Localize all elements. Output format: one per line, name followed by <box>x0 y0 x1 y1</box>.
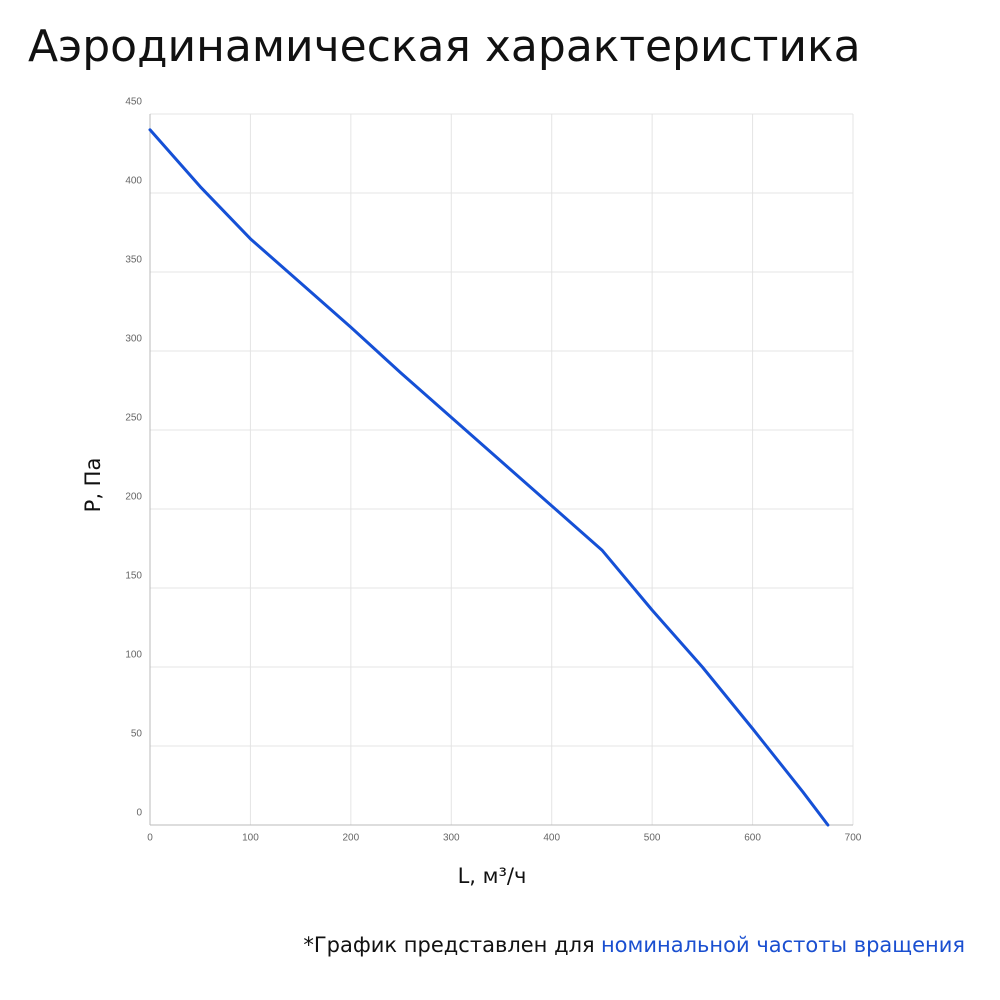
x-tick-label: 400 <box>543 833 560 844</box>
y-tick-label: 150 <box>125 571 142 582</box>
y-tick-label: 300 <box>125 334 142 345</box>
y-tick-label: 200 <box>125 492 142 503</box>
y-tick-label: 350 <box>125 255 142 266</box>
y-tick-label: 0 <box>136 808 142 819</box>
x-tick-label: 500 <box>644 833 661 844</box>
y-tick-label: 450 <box>125 97 142 108</box>
x-tick-label: 300 <box>443 833 460 844</box>
y-tick-label: 100 <box>125 650 142 661</box>
y-tick-label: 250 <box>125 413 142 424</box>
y-tick-label: 400 <box>125 176 142 187</box>
x-axis-label: L, м³/ч <box>458 864 527 888</box>
footnote: *График представлен для номинальной часто… <box>303 933 965 957</box>
x-tick-label: 700 <box>845 833 862 844</box>
x-tick-label: 600 <box>744 833 761 844</box>
x-tick-label: 100 <box>242 833 259 844</box>
y-tick-label: 50 <box>131 729 143 740</box>
x-tick-label: 0 <box>147 833 153 844</box>
note-highlight: номинальной частоты вращения <box>600 933 965 957</box>
data-line <box>148 128 830 827</box>
chart-title: Аэродинамическая характеристика <box>28 21 861 72</box>
note-text: *График представлен для <box>303 933 595 957</box>
x-tick-label: 200 <box>343 833 360 844</box>
y-axis-label: P, Па <box>81 458 105 513</box>
